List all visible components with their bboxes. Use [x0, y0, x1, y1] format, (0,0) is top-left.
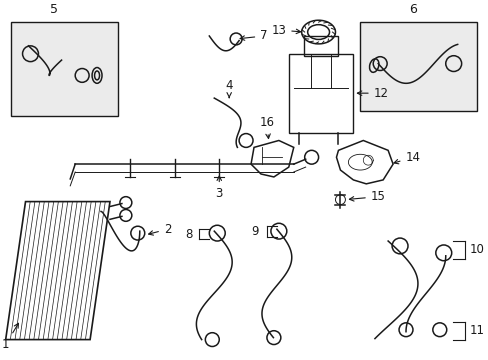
Text: 1: 1 — [2, 323, 19, 351]
Text: 8: 8 — [184, 228, 192, 240]
Text: 10: 10 — [468, 243, 484, 256]
Polygon shape — [250, 140, 293, 177]
Text: 15: 15 — [349, 190, 385, 203]
Text: 4: 4 — [225, 79, 232, 98]
Bar — [303, 36, 338, 56]
Polygon shape — [336, 140, 392, 184]
Text: 12: 12 — [357, 87, 388, 100]
Bar — [360, 22, 476, 111]
Text: 16: 16 — [259, 116, 274, 139]
Text: 2: 2 — [148, 223, 171, 236]
Text: 5: 5 — [50, 3, 58, 16]
Text: 3: 3 — [215, 176, 223, 200]
Text: 11: 11 — [468, 324, 484, 337]
Text: 9: 9 — [251, 225, 259, 238]
Bar — [288, 54, 353, 132]
Text: 13: 13 — [271, 24, 300, 37]
Text: 7: 7 — [240, 30, 267, 42]
Bar — [11, 22, 118, 116]
Text: 6: 6 — [408, 3, 417, 16]
Text: 14: 14 — [393, 151, 420, 164]
